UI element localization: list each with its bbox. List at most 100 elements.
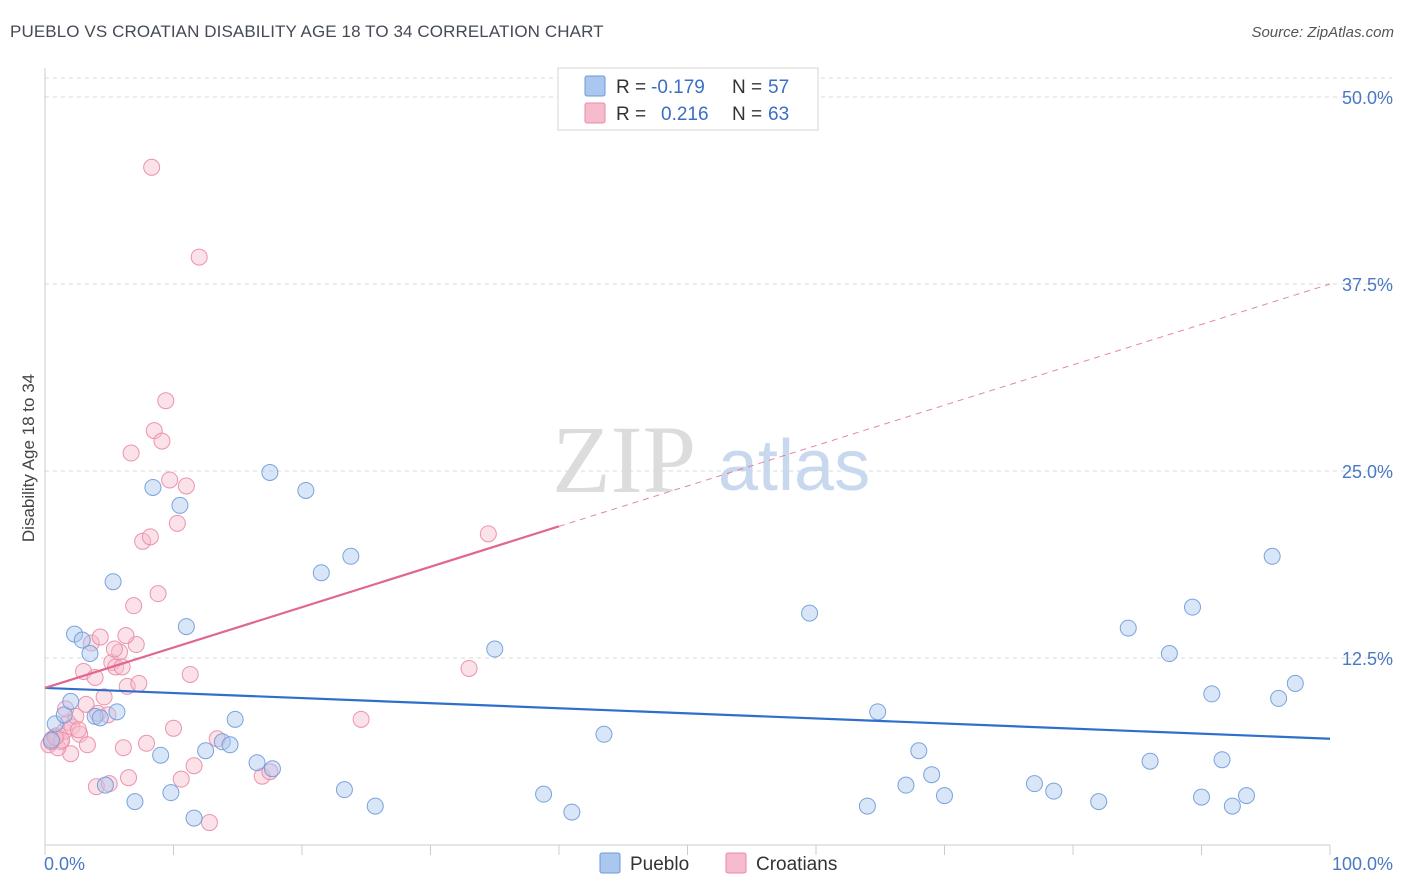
- croatians-point-36: [168, 514, 186, 532]
- croatians-point-42: [200, 814, 218, 832]
- axes: [44, 68, 1331, 855]
- pueblo-point-56: [42, 731, 60, 749]
- pueblo-point-22: [248, 754, 266, 772]
- pueblo-point-8: [96, 776, 114, 794]
- croatians-point-34: [161, 471, 179, 489]
- y-tick-label-0: 12.5%: [1342, 649, 1393, 669]
- croatians-point-49: [143, 158, 161, 176]
- y-tick-labels: 12.5% 25.0% 37.5% 50.0%: [1342, 88, 1393, 669]
- bottom-legend-croatians-label: Croatians: [756, 854, 837, 875]
- croatians-point-38: [177, 477, 195, 495]
- pueblo-point-39: [923, 766, 941, 784]
- pueblo-point-52: [1237, 787, 1255, 805]
- pueblo-point-46: [1160, 645, 1178, 663]
- croatians-point-31: [149, 585, 167, 603]
- croatians-point-56: [87, 778, 105, 796]
- croatians-trend-line-solid: [44, 525, 560, 689]
- legend-croatians-r-label: R =: [616, 104, 646, 125]
- pueblo-point-2: [62, 692, 80, 710]
- legend-pueblo-r-label: R =: [616, 77, 646, 98]
- y-axis-label: Disability Age 18 to 34: [19, 374, 38, 542]
- pueblo-point-24: [263, 760, 281, 778]
- watermark-zip: ZIP: [552, 406, 696, 513]
- pueblo-point-20: [221, 736, 239, 754]
- croatians-point-22: [120, 769, 138, 787]
- croatians-point-39: [181, 665, 199, 683]
- croatians-point-47: [460, 659, 478, 677]
- pueblo-point-44: [1119, 619, 1137, 637]
- pueblo-point-54: [1270, 689, 1288, 707]
- top-legend[interactable]: R = -0.179 N = 57 R = 0.216 N = 63: [557, 67, 819, 131]
- pueblo-point-21: [226, 710, 244, 728]
- pueblo-point-16: [177, 618, 195, 636]
- croatians-point-41: [190, 248, 208, 266]
- croatians-point-15: [95, 688, 113, 706]
- pueblo-point-51: [1223, 797, 1241, 815]
- legend-croatians-n-label: N =: [732, 104, 762, 125]
- chart-title: PUEBLO VS CROATIAN DISABILITY AGE 18 TO …: [10, 22, 604, 41]
- pueblo-point-49: [1203, 685, 1221, 703]
- pueblo-point-9: [104, 573, 122, 591]
- croatians-point-26: [130, 674, 148, 692]
- pueblo-point-31: [535, 785, 553, 803]
- pueblo-point-10: [108, 703, 126, 721]
- pueblo-point-53: [1263, 547, 1281, 565]
- croatians-point-58: [105, 640, 123, 658]
- pueblo-point-50: [1213, 751, 1231, 769]
- croatians-point-14: [91, 628, 109, 646]
- x-tick-label-max: 100.0%: [1332, 854, 1393, 874]
- watermark-atlas: atlas: [718, 426, 870, 506]
- trend-lines: [44, 283, 1331, 740]
- croatians-point-35: [165, 719, 182, 737]
- bottom-legend[interactable]: Pueblo Croatians: [599, 852, 837, 875]
- pueblo-point-26: [312, 564, 330, 582]
- legend-croatians-r-value: 0.216: [661, 104, 709, 125]
- croatians-point-37: [172, 770, 190, 788]
- pueblo-point-11: [126, 793, 144, 811]
- pueblo-point-32: [563, 803, 581, 821]
- pueblo-point-38: [910, 742, 928, 760]
- croatians-point-28: [138, 734, 156, 752]
- pueblo-point-55: [1286, 674, 1304, 692]
- y-tick-label-3: 50.0%: [1342, 88, 1393, 108]
- croatians-point-40: [185, 757, 203, 775]
- croatians-point-60: [117, 627, 135, 645]
- croatians-point-54: [69, 721, 87, 739]
- legend-croatians-n-value: 63: [768, 104, 789, 125]
- pueblo-trend-line: [44, 686, 1331, 740]
- pueblo-point-5: [81, 645, 99, 663]
- bottom-legend-pueblo-swatch: [599, 852, 621, 874]
- croatians-point-23: [122, 444, 140, 462]
- pueblo-point-18: [197, 742, 215, 760]
- pueblo-points: [42, 463, 1304, 827]
- croatians-points: [40, 158, 497, 832]
- legend-pueblo-swatch: [584, 75, 606, 97]
- pueblo-point-43: [1090, 793, 1108, 811]
- pueblo-point-14: [162, 784, 180, 802]
- bottom-legend-pueblo-label: Pueblo: [630, 854, 689, 875]
- pueblo-point-29: [366, 797, 384, 815]
- pueblo-point-15: [171, 496, 189, 514]
- pueblo-point-40: [936, 787, 953, 805]
- pueblo-point-0: [46, 715, 64, 733]
- y-tick-label-2: 37.5%: [1342, 275, 1393, 295]
- croatians-point-32: [153, 432, 171, 450]
- pueblo-point-27: [335, 781, 353, 799]
- croatians-point-19: [111, 643, 129, 661]
- pueblo-point-41: [1025, 775, 1043, 793]
- croatians-point-10: [78, 736, 96, 754]
- pueblo-point-42: [1045, 782, 1063, 800]
- x-tick-labels: 0.0% 100.0%: [44, 854, 1393, 874]
- croatians-point-20: [114, 739, 132, 757]
- pueblo-point-12: [144, 478, 162, 496]
- legend-pueblo-n-label: N =: [732, 77, 762, 98]
- chart-source: Source: ZipAtlas.com: [1251, 24, 1394, 41]
- pueblo-point-35: [858, 797, 876, 815]
- croatians-point-45: [261, 763, 279, 781]
- bottom-legend-croatians-swatch: [725, 852, 747, 874]
- legend-pueblo-n-value: 57: [768, 77, 789, 98]
- pueblo-point-47: [1184, 598, 1202, 616]
- gridlines: [45, 77, 1392, 659]
- croatians-trend-line-dashed: [558, 283, 1331, 527]
